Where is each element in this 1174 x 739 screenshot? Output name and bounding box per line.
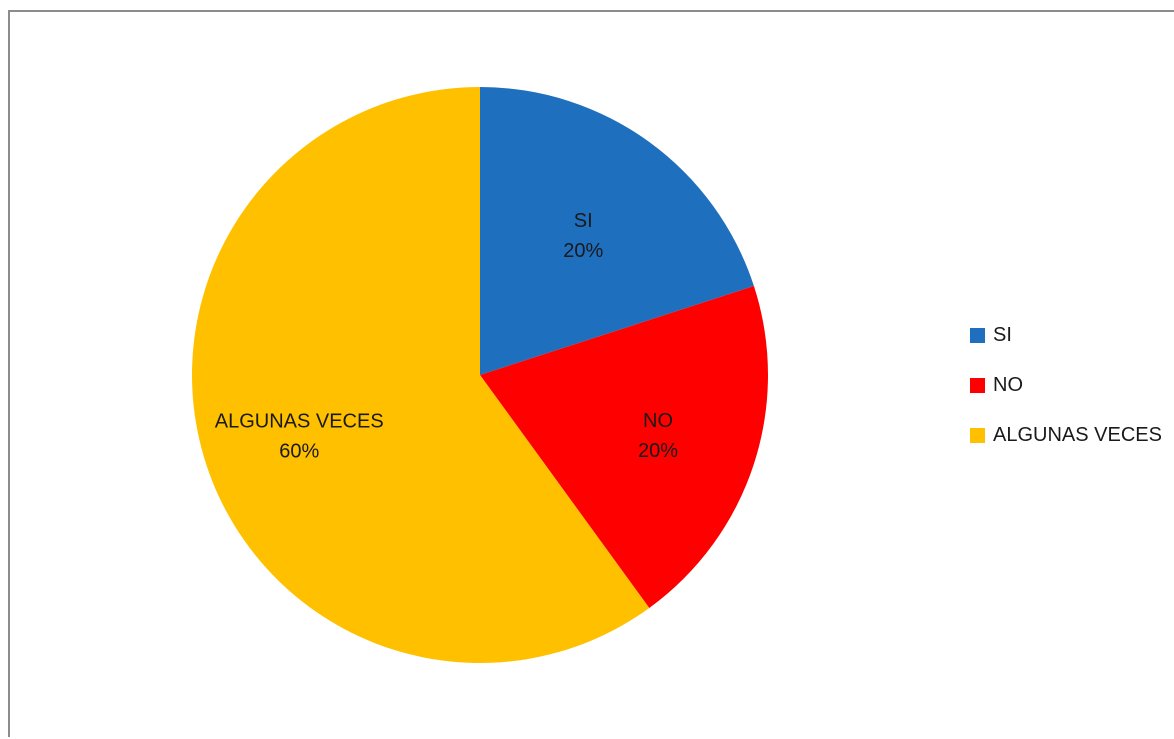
data-label-percent-si: 20% [563, 240, 603, 262]
data-label-percent-algunas-veces: 60% [279, 441, 319, 463]
legend-label-si: SI [993, 323, 1012, 346]
legend-swatch-no [970, 377, 985, 393]
data-label-category-si: SI [574, 210, 593, 232]
legend-swatch-algunas-veces [970, 427, 985, 443]
data-label-category-no: NO [643, 410, 673, 432]
legend-item-no: NO [970, 372, 1162, 398]
legend-label-algunas-veces: ALGUNAS VECES [993, 423, 1162, 446]
chart-area: SI 20% NO 20% ALGUNAS VECES 60% SI NO ALGUNAS… [8, 10, 1174, 737]
legend-item-si: SI [970, 322, 1162, 348]
legend-item-algunas-veces: ALGUNAS VECES [970, 422, 1162, 448]
data-label-percent-no: 20% [638, 440, 678, 462]
pie-slice-no [480, 286, 768, 608]
legend-swatch-si [970, 327, 985, 343]
legend: SI NO ALGUNAS VECES [970, 322, 1162, 472]
pie-chart: SI 20% NO 20% ALGUNAS VECES 60% [192, 87, 768, 663]
data-label-category-algunas-veces: ALGUNAS VECES [215, 411, 384, 433]
legend-label-no: NO [993, 373, 1023, 396]
pie-slice-si [480, 87, 754, 375]
pie-slice-algunas-veces [192, 87, 650, 663]
